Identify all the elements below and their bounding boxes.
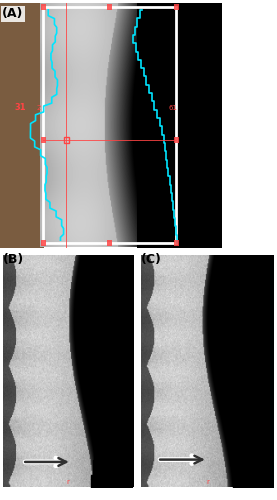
Text: r: r xyxy=(66,479,69,485)
FancyBboxPatch shape xyxy=(173,240,179,246)
FancyBboxPatch shape xyxy=(107,240,112,246)
Text: (C): (C) xyxy=(141,252,162,266)
Text: r: r xyxy=(206,479,209,485)
Text: 2: 2 xyxy=(37,105,41,111)
Text: (A): (A) xyxy=(2,8,24,20)
FancyBboxPatch shape xyxy=(173,4,179,10)
FancyBboxPatch shape xyxy=(40,4,46,10)
Text: (B): (B) xyxy=(3,252,24,266)
FancyBboxPatch shape xyxy=(173,137,179,142)
Text: 31: 31 xyxy=(14,104,26,112)
FancyBboxPatch shape xyxy=(0,2,44,248)
Polygon shape xyxy=(228,255,274,490)
FancyBboxPatch shape xyxy=(40,137,46,142)
FancyBboxPatch shape xyxy=(40,240,46,246)
Text: 61: 61 xyxy=(168,105,177,111)
Polygon shape xyxy=(86,255,133,490)
FancyBboxPatch shape xyxy=(107,4,112,10)
FancyBboxPatch shape xyxy=(137,2,222,248)
